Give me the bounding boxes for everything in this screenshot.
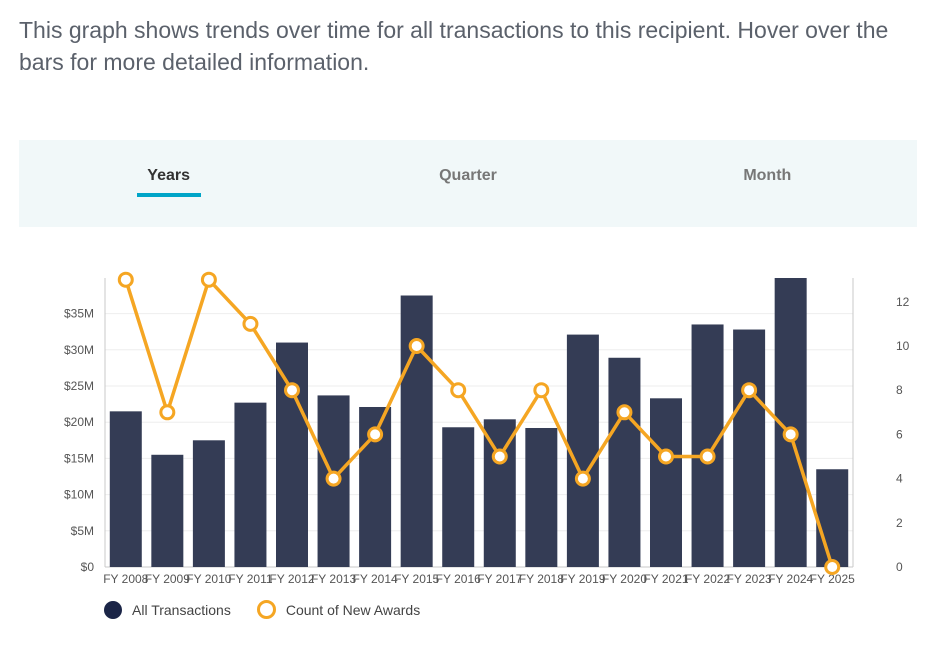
awards-point	[741, 382, 758, 399]
bar	[234, 402, 267, 567]
awards-point	[159, 404, 176, 421]
x-axis-tick-label: FY 2008	[103, 572, 148, 586]
chart-legend: All Transactions Count of New Awards	[104, 600, 446, 619]
x-axis-tick-label: FY 2024	[768, 572, 813, 586]
x-axis-tick-label: FY 2010	[186, 572, 231, 586]
legend-all-transactions[interactable]: All Transactions	[104, 600, 231, 619]
bar	[483, 419, 516, 567]
tab-years[interactable]: Years	[19, 140, 318, 227]
right-axis-tick-label: 0	[896, 560, 903, 574]
awards-point	[491, 448, 508, 465]
legend-new-awards-label: Count of New Awards	[285, 601, 421, 618]
bar	[566, 334, 599, 567]
x-axis-tick-label: FY 2014	[353, 572, 398, 586]
legend-all-transactions-label: All Transactions	[132, 601, 231, 618]
left-axis-tick-label: $35M	[64, 307, 94, 321]
x-axis-tick-label: FY 2023	[727, 572, 772, 586]
bar	[608, 357, 641, 567]
awards-point	[782, 426, 799, 443]
bar	[442, 427, 475, 567]
awards-point	[699, 448, 716, 465]
right-axis-tick-label: 4	[896, 472, 903, 486]
bar	[525, 427, 558, 567]
bar	[192, 440, 225, 567]
bar	[691, 324, 724, 567]
awards-point	[824, 559, 841, 575]
x-axis-tick-label: FY 2017	[477, 572, 522, 586]
right-axis-tick-label: 2	[896, 516, 903, 530]
right-axis-tick-label: 12	[896, 295, 910, 309]
x-axis-tick-label: FY 2009	[145, 572, 190, 586]
awards-point	[533, 382, 550, 399]
left-axis-tick-label: $20M	[64, 415, 94, 429]
tab-years-label: Years	[147, 167, 191, 184]
chart-description: This graph shows trends over time for al…	[19, 17, 889, 75]
x-axis-tick-label: FY 2019	[560, 572, 605, 586]
active-tab-indicator	[136, 193, 201, 197]
x-axis-tick-label: FY 2016	[436, 572, 481, 586]
x-axis-tick-label: FY 2018	[519, 572, 564, 586]
x-axis-tick-label: FY 2025	[810, 572, 855, 586]
bar	[400, 295, 433, 567]
awards-point	[574, 470, 591, 487]
x-axis-tick-label: FY 2013	[311, 572, 356, 586]
right-axis-tick-label: 10	[896, 339, 910, 353]
left-axis-tick-label: $25M	[64, 379, 94, 393]
bar	[816, 469, 849, 567]
awards-point	[367, 426, 384, 443]
awards-point	[408, 338, 425, 354]
bar	[276, 342, 308, 567]
legend-new-awards[interactable]: Count of New Awards	[256, 600, 421, 619]
bar	[151, 454, 184, 567]
x-axis-tick-label: FY 2012	[269, 572, 314, 586]
transactions-chart: $0 $5M $10M $15M $20M $25M $30M $35M 0 2 4 6 8 10 12 FY…	[64, 271, 910, 586]
awards-point	[325, 470, 342, 487]
x-axis-tick-label: FY 2011	[228, 572, 273, 586]
awards-point	[616, 404, 633, 421]
right-axis-tick-label: 6	[896, 427, 903, 441]
awards-point	[284, 382, 300, 399]
tab-quarter[interactable]: Quarter	[318, 140, 617, 227]
tab-month-label: Month	[743, 167, 792, 184]
x-axis-tick-label: FY 2015	[394, 572, 439, 586]
left-axis-tick-label: $5M	[71, 524, 94, 538]
left-axis-tick-label: $0	[81, 560, 95, 574]
awards-line	[124, 277, 834, 568]
left-axis-tick-label: $10M	[64, 488, 94, 502]
bar	[109, 411, 142, 567]
x-axis-tick-label: FY 2021	[643, 572, 688, 586]
bar	[650, 398, 682, 567]
left-axis-tick-label: $15M	[64, 451, 94, 465]
awards-point	[117, 271, 134, 288]
time-period-tabs: Years Quarter Month	[19, 140, 917, 227]
x-axis-tick-label: FY 2022	[685, 572, 730, 586]
legend-bar-swatch	[104, 600, 122, 619]
tab-month[interactable]: Month	[618, 140, 917, 227]
awards-point	[450, 382, 467, 399]
x-axis-tick-label: FY 2020	[602, 572, 647, 586]
right-axis-tick-label: 8	[896, 383, 903, 397]
legend-line-swatch	[256, 600, 276, 619]
awards-point	[242, 315, 259, 332]
awards-point	[200, 271, 217, 288]
awards-point	[658, 448, 674, 465]
bar	[733, 329, 766, 567]
tab-quarter-label: Quarter	[439, 167, 497, 184]
left-axis-tick-label: $30M	[64, 343, 94, 357]
